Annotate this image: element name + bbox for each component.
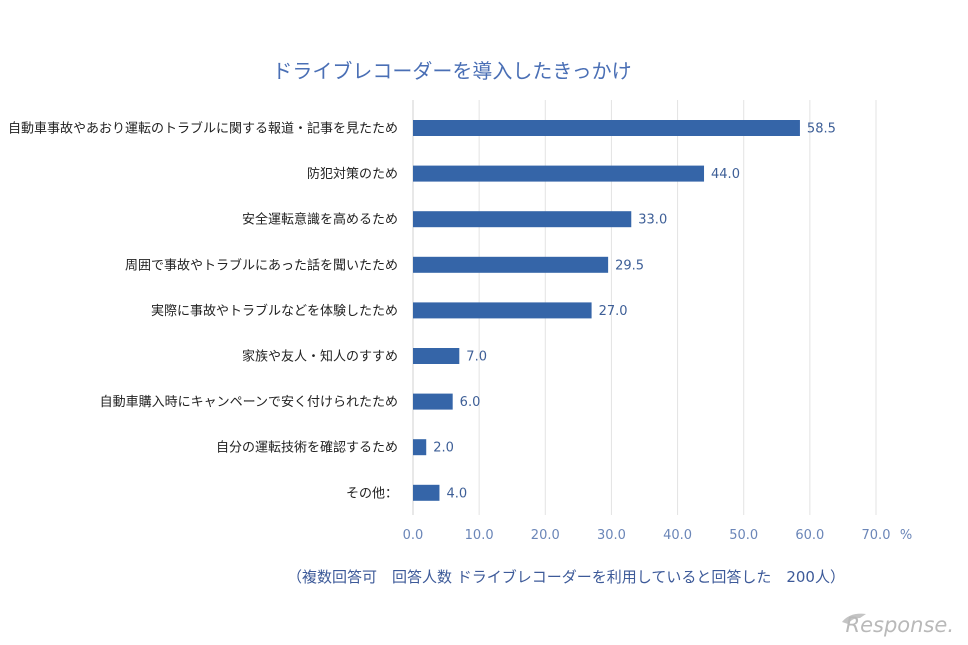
bar <box>413 484 440 501</box>
x-tick-label: 40.0 <box>663 528 692 543</box>
x-tick-label: 60.0 <box>795 528 824 543</box>
value-label: 44.0 <box>711 167 740 182</box>
value-label: 2.0 <box>433 441 454 456</box>
bar <box>413 393 453 410</box>
value-label: 29.5 <box>615 258 644 273</box>
bar <box>413 348 460 364</box>
x-axis-ticks: 0.0 10.0 20.0 30.0 40.0 50.0 60.0 70.0 <box>403 528 891 543</box>
value-label: 7.0 <box>466 350 487 365</box>
response-logo: Response. <box>842 613 954 637</box>
category-label: 周囲で事故やトラブルにあった話を聞いたため <box>125 257 398 273</box>
value-label: 58.5 <box>807 122 836 137</box>
category-label: 自動車事故やあおり運転のトラブルに関する報道・記事を見たため <box>8 121 398 137</box>
category-label: 自分の運転技術を確認するため <box>216 440 398 456</box>
bar <box>413 120 800 136</box>
x-tick-label: 30.0 <box>597 528 626 543</box>
category-label: 家族や友人・知人のすすめ <box>242 349 398 365</box>
watermark-text: Response. <box>846 613 954 637</box>
category-labels: 自動車事故やあおり運転のトラブルに関する報道・記事を見たため防犯対策のため安全運… <box>8 121 398 502</box>
category-label: 安全運転意識を高めるため <box>242 212 398 228</box>
x-tick-label: 20.0 <box>531 528 560 543</box>
chart-title: ドライブレコーダーを導入したきっかけ <box>272 59 631 83</box>
category-label: 実際に事故やトラブルなどを体験したため <box>151 303 398 319</box>
value-label: 6.0 <box>460 395 481 410</box>
logo-swoosh-icon <box>842 613 866 624</box>
x-unit-label: % <box>900 528 912 543</box>
respondent-note: （複数回答可 回答人数 ドライブレコーダーを利用していると回答した 200人） <box>287 568 845 586</box>
bar <box>413 211 632 228</box>
value-labels: 58.5 44.0 33.0 29.5 27.0 7.0 6.0 2.0 4.0 <box>433 122 836 502</box>
x-tick-label: 0.0 <box>403 528 424 543</box>
value-label: 4.0 <box>446 486 467 501</box>
value-label: 27.0 <box>599 304 628 319</box>
bar <box>413 165 705 182</box>
x-tick-label: 50.0 <box>729 528 758 543</box>
value-label: 33.0 <box>638 213 667 228</box>
bars <box>413 120 800 501</box>
category-label: 防犯対策のため <box>307 166 398 182</box>
x-tick-label: 70.0 <box>862 528 891 543</box>
x-tick-label: 10.0 <box>465 528 494 543</box>
bar <box>413 302 592 319</box>
category-label: その他： <box>346 486 398 501</box>
category-label: 自動車購入時にキャンペーンで安く付けられたため <box>100 395 398 410</box>
bar <box>413 256 609 273</box>
bar <box>413 439 427 456</box>
